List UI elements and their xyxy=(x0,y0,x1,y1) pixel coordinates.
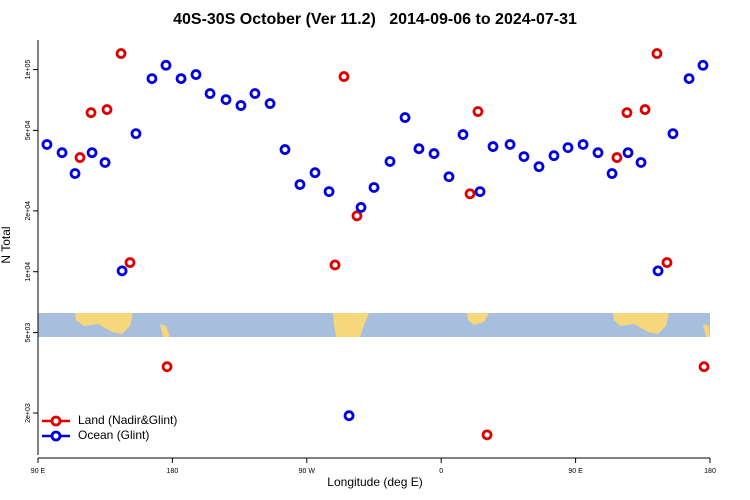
point xyxy=(355,202,367,213)
legend-marker xyxy=(50,415,62,427)
point xyxy=(124,257,136,268)
point xyxy=(661,257,673,268)
point xyxy=(474,186,486,198)
point xyxy=(338,71,350,82)
point xyxy=(518,151,530,163)
point xyxy=(562,142,574,154)
point xyxy=(464,188,476,200)
point xyxy=(130,128,142,140)
point xyxy=(698,361,710,373)
point xyxy=(264,98,276,109)
x-tick-label: 0 xyxy=(439,468,443,475)
map-band xyxy=(38,313,710,337)
point xyxy=(457,129,469,140)
point xyxy=(99,157,111,168)
point xyxy=(697,59,709,71)
point xyxy=(606,168,618,179)
point xyxy=(69,168,81,179)
point xyxy=(115,48,127,59)
point xyxy=(351,210,363,222)
point xyxy=(323,186,335,198)
x-tick-label: 180 xyxy=(167,468,179,475)
point xyxy=(220,94,232,106)
point xyxy=(146,73,158,84)
point xyxy=(160,59,172,71)
point xyxy=(116,265,128,277)
point xyxy=(504,139,516,150)
point xyxy=(577,139,589,150)
point xyxy=(667,128,679,140)
x-tick-label: 90 E xyxy=(568,468,583,475)
point xyxy=(384,156,396,167)
y-tick-label: 1e+04 xyxy=(25,262,32,282)
y-tick-label: 5e+03 xyxy=(25,323,32,343)
point xyxy=(74,152,86,163)
point xyxy=(235,100,247,111)
point xyxy=(56,147,68,159)
point xyxy=(481,429,493,441)
point xyxy=(368,182,380,193)
point xyxy=(635,157,647,168)
point xyxy=(190,69,202,80)
point xyxy=(651,48,663,59)
x-axis-label: Longitude (deg E) xyxy=(327,475,422,489)
point xyxy=(329,259,341,271)
x-tick-label: 180 xyxy=(704,468,716,475)
point xyxy=(592,147,604,159)
point xyxy=(487,141,499,152)
point xyxy=(343,410,355,422)
point xyxy=(279,144,291,155)
x-tick-label: 90 W xyxy=(299,468,316,475)
point xyxy=(399,112,411,123)
point xyxy=(652,265,664,277)
y-tick-label: 1e+05 xyxy=(25,60,32,80)
point xyxy=(101,104,113,115)
point xyxy=(86,147,98,159)
legend-marker xyxy=(50,430,62,442)
point xyxy=(611,152,623,163)
point xyxy=(249,88,261,99)
point xyxy=(428,148,440,159)
point xyxy=(413,143,425,155)
y-tick-label: 2e+03 xyxy=(25,403,32,423)
y-tick-label: 5e+04 xyxy=(25,120,32,140)
point xyxy=(533,161,545,173)
point xyxy=(548,150,560,162)
point xyxy=(85,107,97,119)
point xyxy=(622,147,634,159)
point xyxy=(161,361,173,373)
legend-label: Ocean (Glint) xyxy=(78,428,149,442)
point xyxy=(204,88,216,99)
point xyxy=(621,107,633,119)
legend-label: Land (Nadir&Glint) xyxy=(78,413,177,427)
y-tick-label: 2e+04 xyxy=(25,201,32,221)
point xyxy=(41,139,53,150)
y-axis-label: N Total xyxy=(0,226,13,263)
point xyxy=(175,73,187,84)
point xyxy=(639,104,651,115)
chart-title: 40S-30S October (Ver 11.2) 2014-09-06 to… xyxy=(173,11,577,28)
point xyxy=(683,73,695,84)
point xyxy=(294,179,306,190)
point xyxy=(443,171,455,183)
point xyxy=(309,167,321,179)
x-tick-label: 90 E xyxy=(31,468,46,475)
point xyxy=(472,106,484,117)
